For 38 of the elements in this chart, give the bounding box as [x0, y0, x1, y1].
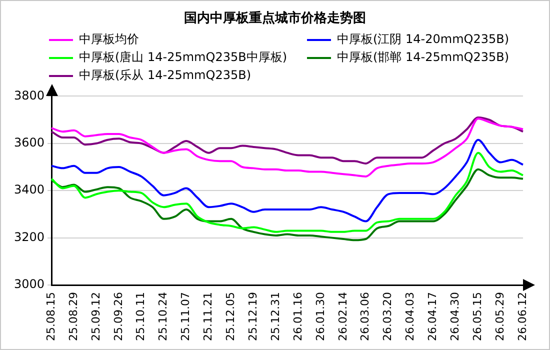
x-tick-label: 26.02.14 — [336, 292, 350, 341]
x-tick-label: 26.01.16 — [291, 292, 304, 341]
x-tick-label: 25.10.11 — [134, 292, 148, 341]
x-tick-label: 25.12.31 — [268, 292, 282, 341]
y-tick-label: 3400 — [14, 182, 45, 197]
y-tick-label: 3800 — [14, 88, 45, 102]
y-tick-label: 3200 — [14, 230, 45, 244]
legend-label: 中厚板(邯郸 14-25mmQ235B) — [337, 49, 510, 66]
x-tick-label: 26.04.30 — [448, 292, 462, 341]
x-tick-label: 25.12.05 — [224, 292, 238, 341]
line-series — [50, 116, 524, 164]
x-tick-label: 25.08.29 — [66, 292, 80, 341]
chart-title: 国内中厚板重点城市价格走势图 — [183, 10, 367, 27]
x-tick-label: 26.05.15 — [470, 292, 484, 341]
y-tick-label: 3600 — [14, 136, 45, 150]
x-tick-label: 26.04.17 — [426, 292, 440, 341]
x-tick-label: 25.09.26 — [112, 292, 125, 341]
legend-label: 中厚板(唐山 14-25mmQ235B中厚板) — [79, 49, 288, 66]
line-series — [50, 138, 524, 222]
y-tick-label: 3000 — [14, 277, 45, 292]
x-tick-label: 26.05.29 — [493, 292, 506, 341]
x-tick-label: 26.03.20 — [381, 292, 394, 341]
x-tick-label: 25.11.21 — [202, 292, 215, 341]
legend-label: 中厚板(江阴 14-20mmQ235B) — [337, 31, 510, 48]
x-tick-label: 26.01.30 — [314, 292, 327, 341]
x-tick-label: 25.08.15 — [44, 292, 58, 341]
line-series — [50, 152, 524, 233]
line-series — [50, 118, 524, 178]
x-tick-label: 25.11.07 — [179, 292, 192, 341]
line-series — [50, 168, 524, 242]
x-tick-label: 25.12.19 — [246, 292, 260, 341]
legend-label: 中厚板(乐从 14-25mmQ235B) — [79, 67, 252, 84]
x-tick-label: 26.03.06 — [358, 292, 372, 341]
x-tick-label: 25.09.12 — [89, 292, 102, 341]
x-tick-label: 25.10.24 — [156, 292, 170, 341]
x-tick-label: 26.06.12 — [516, 292, 529, 341]
x-tick-label: 26.04.03 — [404, 292, 417, 341]
legend-label: 中厚板均价 — [79, 31, 139, 48]
